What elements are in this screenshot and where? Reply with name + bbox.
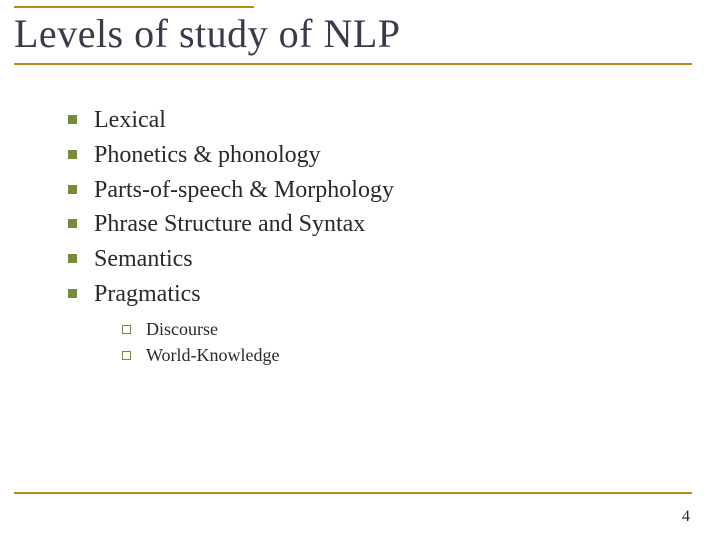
slide: Levels of study of NLP Lexical Phonetics… [0, 0, 720, 540]
content-area: Lexical Phonetics & phonology Parts-of-s… [0, 65, 720, 368]
title-rule-top [14, 6, 254, 8]
list-item: Pragmatics Discourse World-Knowledge [64, 277, 680, 368]
page-number: 4 [682, 508, 690, 526]
list-item-label: Lexical [94, 107, 166, 133]
list-item: Phonetics & phonology [64, 138, 680, 173]
list-item: Discourse [116, 316, 680, 342]
list-item: Phrase Structure and Syntax [64, 207, 680, 242]
list-item-label: Pragmatics [94, 281, 201, 307]
list-item: Lexical [64, 103, 680, 138]
footer-rule [14, 492, 692, 494]
list-item: Semantics [64, 242, 680, 277]
list-item-label: Discourse [146, 319, 218, 339]
title-area: Levels of study of NLP [0, 0, 720, 65]
list-item-label: Phrase Structure and Syntax [94, 211, 365, 237]
title-rule-bottom [14, 63, 692, 65]
list-item: World-Knowledge [116, 342, 680, 368]
list-item: Parts-of-speech & Morphology [64, 173, 680, 208]
list-item-label: Phonetics & phonology [94, 142, 321, 168]
list-item-label: Semantics [94, 246, 193, 272]
list-item-label: Parts-of-speech & Morphology [94, 177, 394, 203]
list-item-label: World-Knowledge [146, 345, 280, 365]
slide-title: Levels of study of NLP [14, 10, 720, 57]
bullet-list: Lexical Phonetics & phonology Parts-of-s… [64, 103, 680, 368]
sub-bullet-list: Discourse World-Knowledge [94, 312, 680, 368]
